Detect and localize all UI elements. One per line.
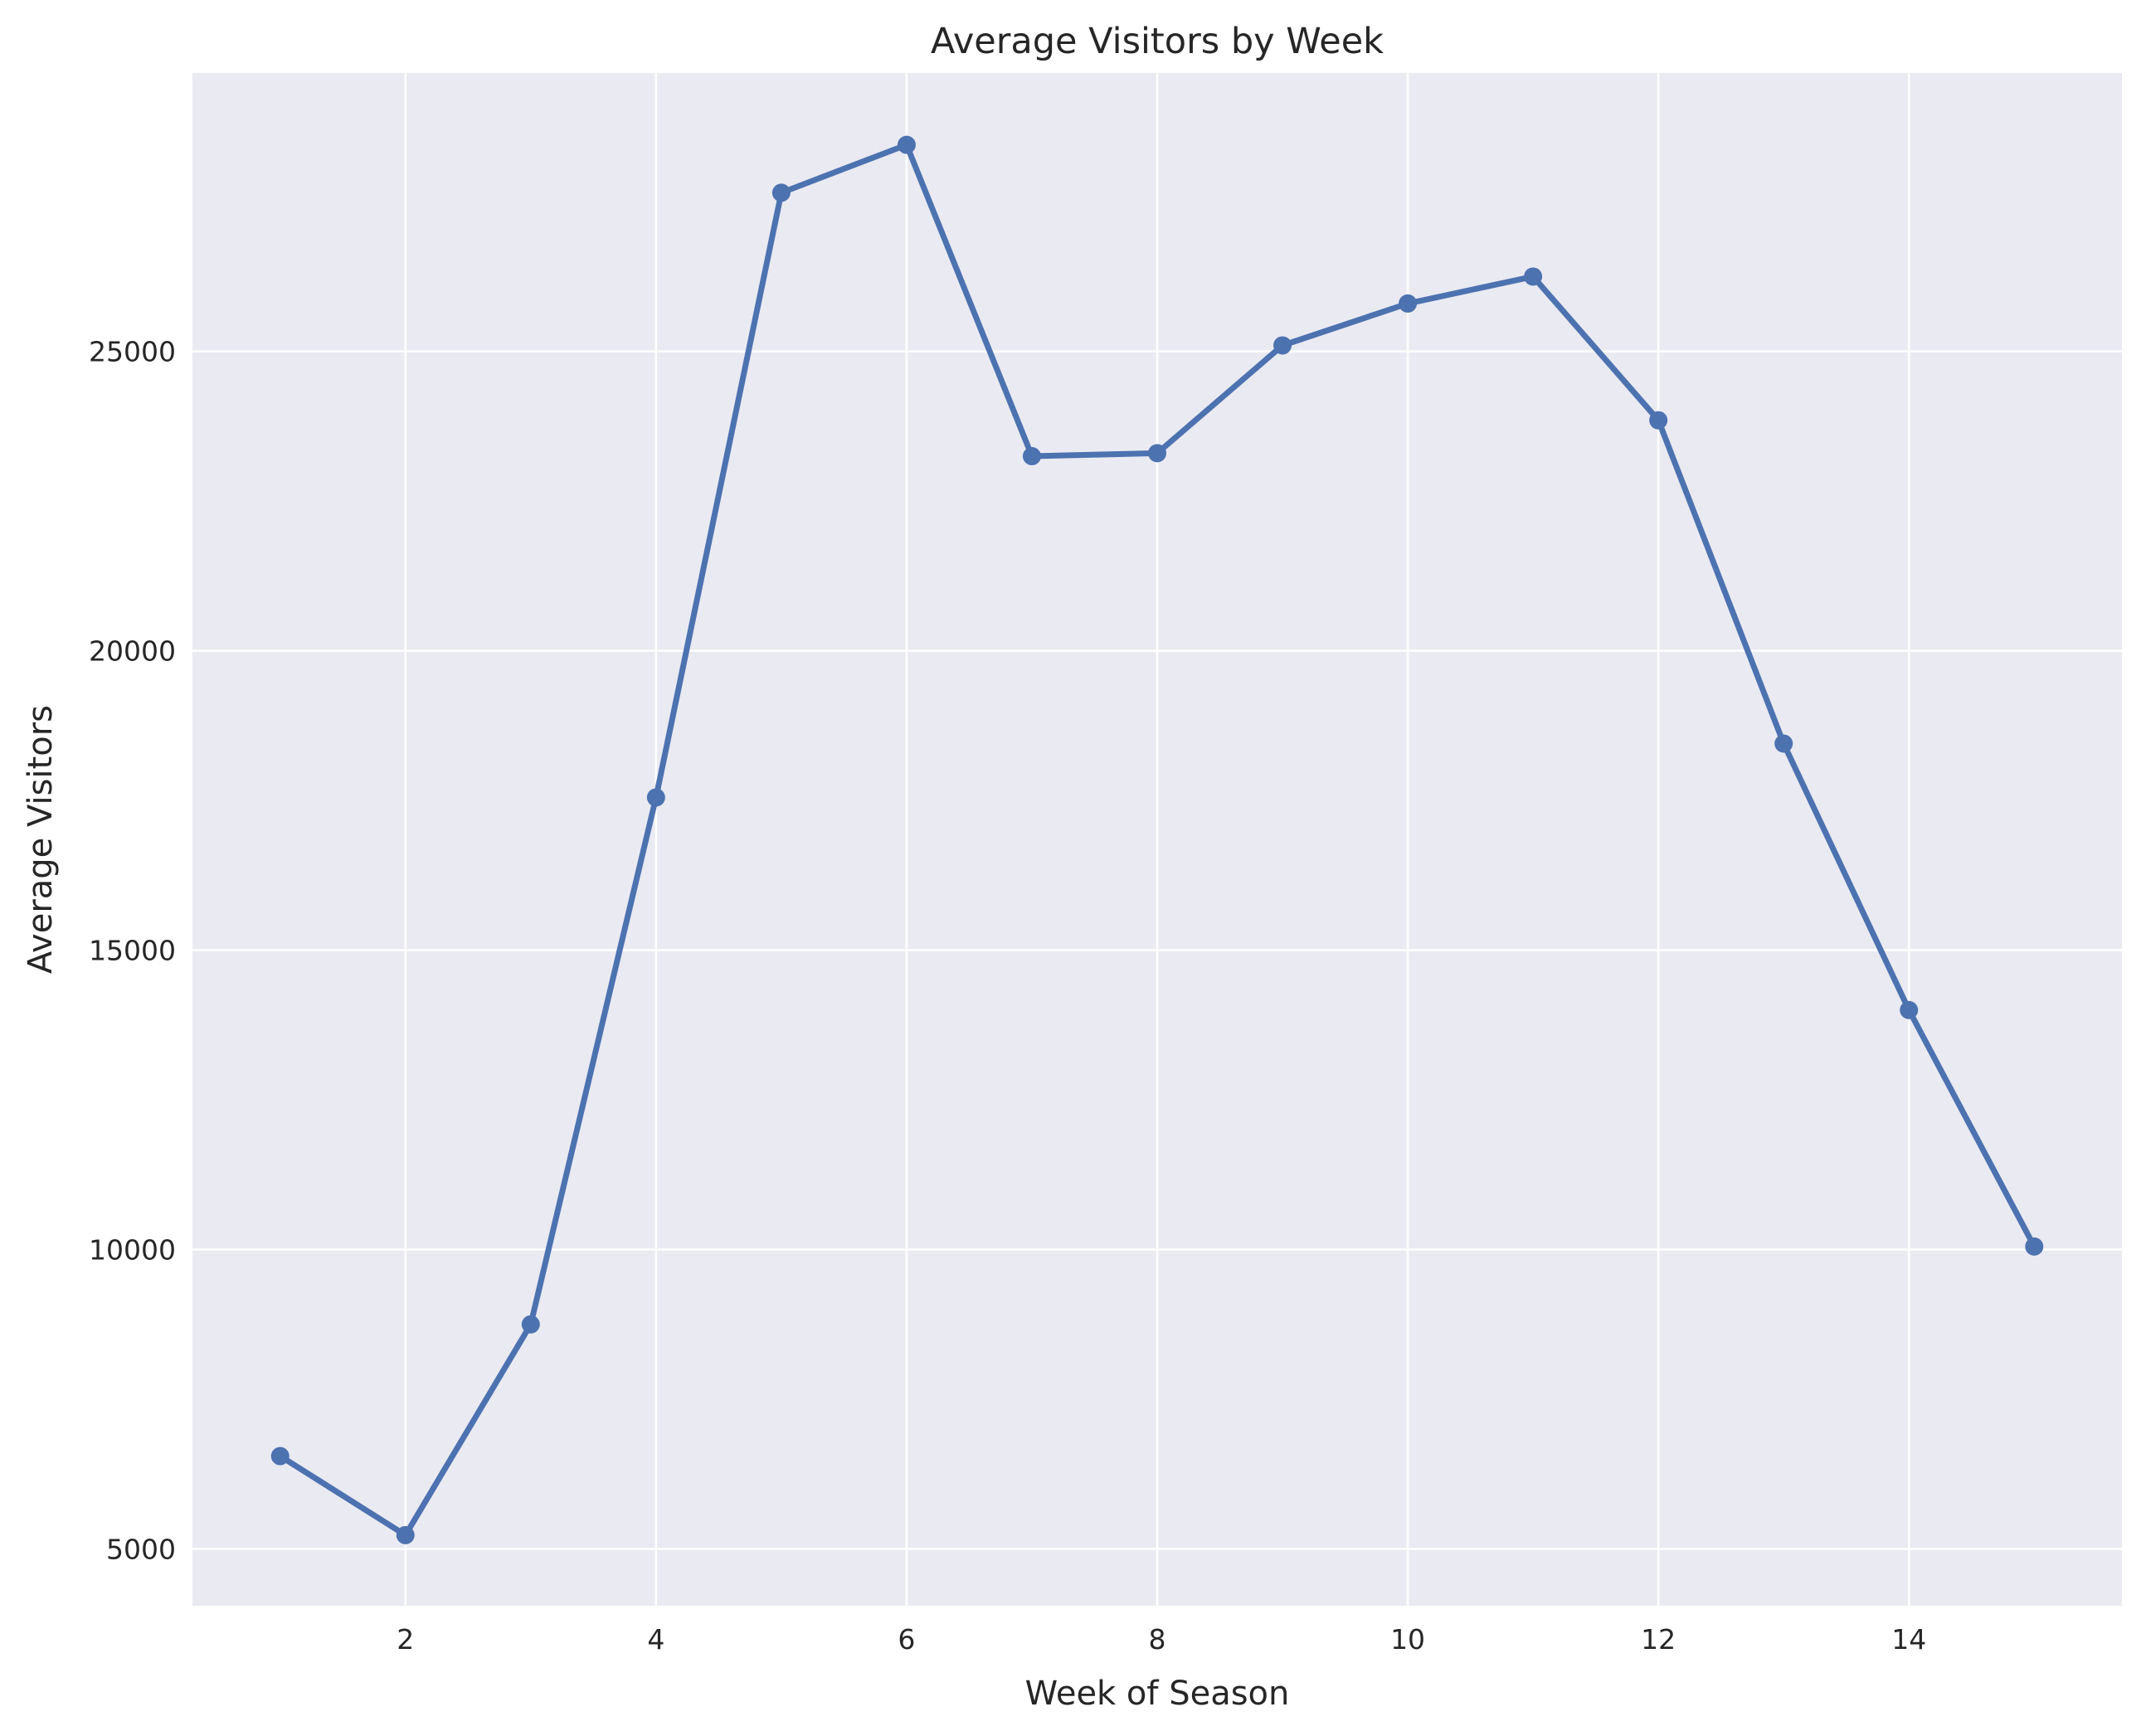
data-point bbox=[771, 183, 791, 202]
y-axis-label: Average Visitors bbox=[22, 705, 60, 974]
data-point bbox=[1022, 447, 1041, 465]
data-point bbox=[646, 788, 665, 807]
x-tick-label: 8 bbox=[1149, 1623, 1166, 1656]
data-point bbox=[1524, 267, 1543, 286]
y-tick-label: 15000 bbox=[89, 935, 176, 967]
gridlines bbox=[192, 73, 2122, 1606]
y-tick-label: 10000 bbox=[89, 1233, 176, 1266]
data-point bbox=[2025, 1237, 2044, 1256]
chart-title: Average Visitors by Week bbox=[931, 21, 1384, 62]
x-tick-label: 10 bbox=[1390, 1623, 1425, 1656]
x-tick-label: 12 bbox=[1641, 1623, 1676, 1656]
y-tick-label: 20000 bbox=[89, 635, 176, 668]
data-point bbox=[897, 135, 916, 154]
x-tick-label: 4 bbox=[647, 1623, 664, 1656]
data-point bbox=[1273, 336, 1292, 355]
data-point bbox=[1649, 411, 1668, 430]
x-tick-label: 14 bbox=[1891, 1623, 1926, 1656]
series-layer bbox=[270, 135, 2044, 1544]
data-point bbox=[1774, 734, 1793, 753]
x-tick-label: 6 bbox=[898, 1623, 915, 1656]
y-tick-labels: 5000 10000 15000 20000 25000 bbox=[89, 336, 176, 1566]
x-tick-label: 2 bbox=[397, 1623, 414, 1656]
data-point bbox=[396, 1525, 415, 1544]
y-tick-label: 5000 bbox=[106, 1533, 176, 1565]
data-point bbox=[270, 1447, 290, 1466]
data-point bbox=[521, 1315, 540, 1334]
x-axis-label: Week of Season bbox=[1025, 1675, 1290, 1713]
data-point bbox=[1148, 444, 1166, 463]
data-point bbox=[1399, 294, 1418, 313]
y-tick-label: 25000 bbox=[89, 336, 176, 368]
data-point bbox=[1900, 1000, 1919, 1019]
x-tick-labels: 2 4 6 8 10 12 14 bbox=[397, 1623, 1926, 1656]
